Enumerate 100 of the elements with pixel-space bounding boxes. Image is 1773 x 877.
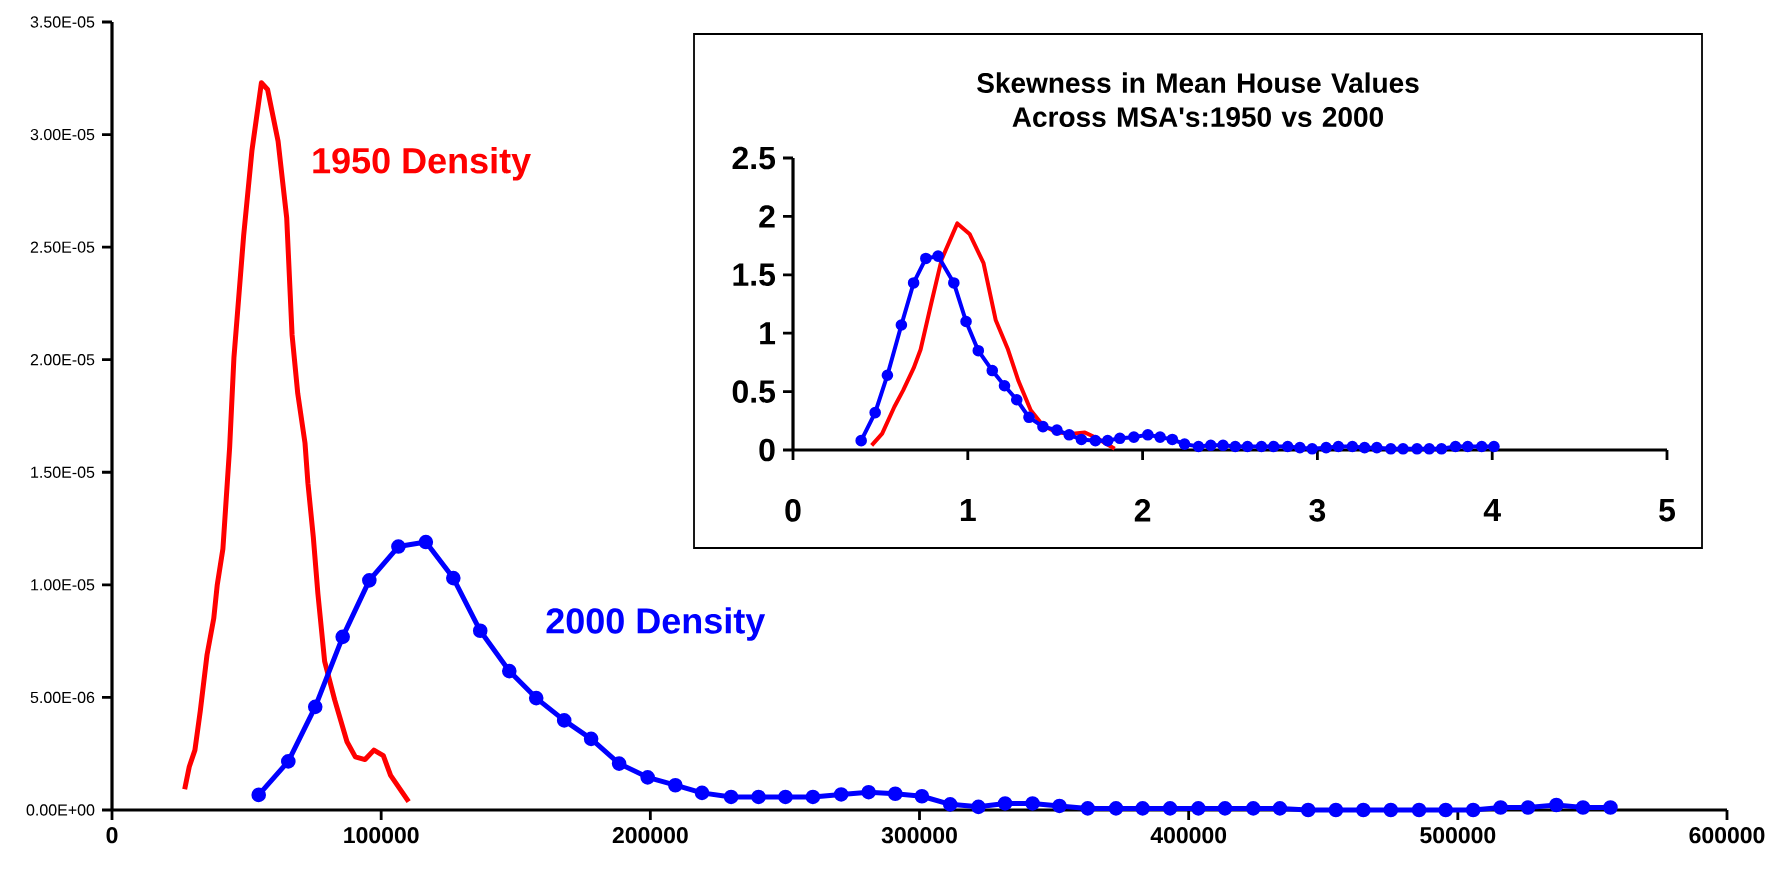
chart-title: Skewness in Mean House Values Across MSA's:1950 vs 2000 xyxy=(977,72,1419,127)
point xyxy=(668,777,683,793)
x-tick-label: 0 xyxy=(785,499,801,522)
point xyxy=(391,539,406,554)
point xyxy=(1010,393,1023,406)
point xyxy=(778,789,793,805)
point xyxy=(895,319,908,331)
x-tick-label: 5 xyxy=(1659,499,1676,522)
point xyxy=(1241,440,1254,453)
point xyxy=(446,570,461,586)
series-label: 2000 Density xyxy=(546,607,766,641)
point xyxy=(1438,802,1454,818)
point xyxy=(751,789,766,805)
point xyxy=(1037,420,1049,433)
point xyxy=(1371,441,1383,454)
x-tick-label: 4 xyxy=(1483,499,1501,522)
point xyxy=(932,250,944,262)
point xyxy=(997,796,1013,811)
point xyxy=(998,379,1011,392)
point xyxy=(1306,443,1318,455)
point xyxy=(1217,439,1229,452)
point xyxy=(307,699,323,715)
point xyxy=(1281,440,1294,453)
point xyxy=(1075,433,1088,446)
point xyxy=(502,663,517,679)
point xyxy=(972,344,985,357)
point xyxy=(1108,801,1124,816)
point xyxy=(1356,802,1371,818)
point xyxy=(1465,802,1481,818)
point xyxy=(1255,440,1268,453)
point xyxy=(1397,443,1409,455)
point xyxy=(1162,801,1178,816)
point xyxy=(1385,443,1397,455)
point xyxy=(583,731,599,747)
point xyxy=(1493,800,1508,815)
point xyxy=(1178,438,1191,450)
point xyxy=(528,690,544,706)
series-label: 1950 Density xyxy=(313,147,531,181)
point xyxy=(362,573,377,588)
point xyxy=(914,788,930,804)
x-tick-label: 1 xyxy=(960,499,976,522)
point xyxy=(472,623,488,639)
point xyxy=(1294,441,1306,454)
point xyxy=(907,277,920,289)
y-tick-label: 1.00E-05 xyxy=(31,579,95,591)
point xyxy=(1051,424,1063,436)
point xyxy=(1346,440,1359,453)
y-tick-label: 3.50E-05 xyxy=(30,16,95,28)
point xyxy=(1135,801,1150,816)
point xyxy=(1475,440,1488,453)
point xyxy=(1300,802,1316,818)
point xyxy=(887,786,903,802)
point xyxy=(1191,801,1206,816)
point xyxy=(1063,429,1075,441)
y-tick-label: 2 xyxy=(759,205,775,228)
point xyxy=(805,789,821,805)
point xyxy=(1101,434,1114,447)
point xyxy=(1128,431,1140,443)
point xyxy=(1142,429,1154,441)
x-tick-label: 2 xyxy=(1134,499,1151,522)
point xyxy=(1320,441,1332,454)
point xyxy=(694,785,710,801)
x-tick-label: 400000 xyxy=(1150,827,1227,844)
x-tick-label: 0 xyxy=(106,827,118,844)
point xyxy=(1025,796,1040,811)
point xyxy=(335,629,350,645)
point xyxy=(1023,411,1035,424)
point xyxy=(556,713,572,728)
y-tick-label: 0 xyxy=(759,438,775,462)
point xyxy=(1328,802,1344,818)
y-tick-label: 2.00E-05 xyxy=(30,354,95,366)
point xyxy=(948,277,960,289)
point xyxy=(1411,802,1427,818)
point xyxy=(1411,443,1423,455)
y-tick-label: 5.00E-06 xyxy=(30,691,95,704)
x-tick-label: 600000 xyxy=(1689,827,1765,844)
x-tick-label: 500000 xyxy=(1420,827,1496,844)
point xyxy=(1488,440,1500,453)
point xyxy=(1449,440,1462,453)
point xyxy=(971,799,986,815)
point xyxy=(986,364,999,377)
point xyxy=(1229,440,1242,453)
point xyxy=(640,770,655,785)
point xyxy=(1204,439,1217,452)
y-tick-label: 0.00E+00 xyxy=(26,804,95,816)
point xyxy=(723,789,739,805)
point xyxy=(861,784,876,800)
y-tick-label: 1.50E-05 xyxy=(31,466,95,478)
point xyxy=(833,787,849,802)
point xyxy=(1080,801,1096,816)
point xyxy=(1461,440,1474,453)
point xyxy=(1383,802,1399,818)
point xyxy=(1267,440,1280,453)
point xyxy=(920,252,932,265)
x-tick-label: 300000 xyxy=(881,827,957,844)
y-tick-label: 1.5 xyxy=(733,263,776,286)
point xyxy=(418,534,434,550)
point xyxy=(1192,440,1205,453)
point xyxy=(251,787,267,803)
point xyxy=(1166,433,1179,446)
